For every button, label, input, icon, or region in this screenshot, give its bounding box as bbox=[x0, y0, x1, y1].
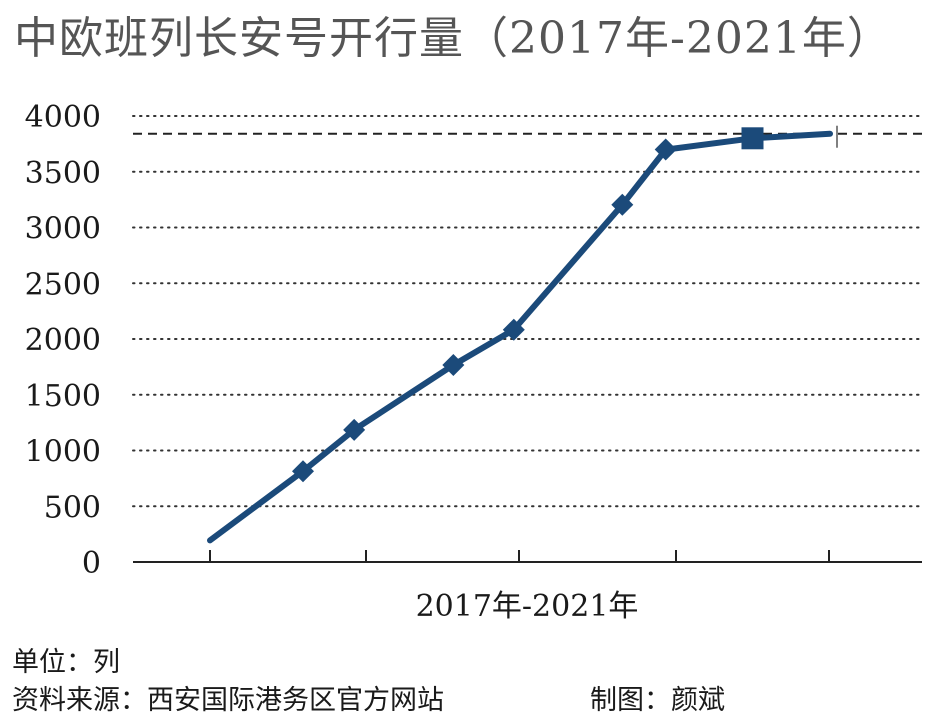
series-layer bbox=[207, 125, 838, 544]
y-axis-tick-labels: 0 500 1000 1500 2000 2500 3000 3500 4000 bbox=[25, 100, 101, 581]
source-note: 资料来源：西安国际港务区官方网站 bbox=[12, 685, 444, 716]
data-point-marker bbox=[502, 318, 525, 341]
data-point-marker bbox=[741, 127, 764, 150]
x-axis-label: 2017年-2021年 bbox=[416, 589, 639, 624]
chart-title: 中欧班列长安号开行量（2017年-2021年） bbox=[14, 13, 892, 64]
y-tick-label: 2000 bbox=[25, 323, 101, 358]
data-point-marker bbox=[654, 138, 677, 161]
y-tick-label: 1000 bbox=[25, 435, 101, 470]
y-tick-label: 1500 bbox=[25, 379, 101, 414]
y-tick-label: 3500 bbox=[25, 156, 101, 191]
gridlines bbox=[132, 115, 923, 508]
data-point-marker bbox=[292, 460, 314, 483]
credit-note: 制图：颜斌 bbox=[590, 685, 725, 716]
y-tick-label: 0 bbox=[82, 546, 101, 581]
data-point-marker bbox=[343, 418, 366, 441]
data-point-marker bbox=[442, 353, 465, 376]
line-chart: 0 500 1000 1500 2000 2500 3000 3500 4000 2017年-2… bbox=[25, 100, 923, 624]
y-tick-label: 500 bbox=[44, 490, 101, 525]
y-tick-label: 4000 bbox=[25, 100, 101, 135]
y-tick-label: 2500 bbox=[25, 267, 101, 302]
y-tick-label: 3000 bbox=[25, 212, 101, 247]
data-point-marker bbox=[611, 193, 634, 216]
unit-note: 单位：列 bbox=[12, 647, 120, 678]
x-axis bbox=[133, 550, 922, 563]
